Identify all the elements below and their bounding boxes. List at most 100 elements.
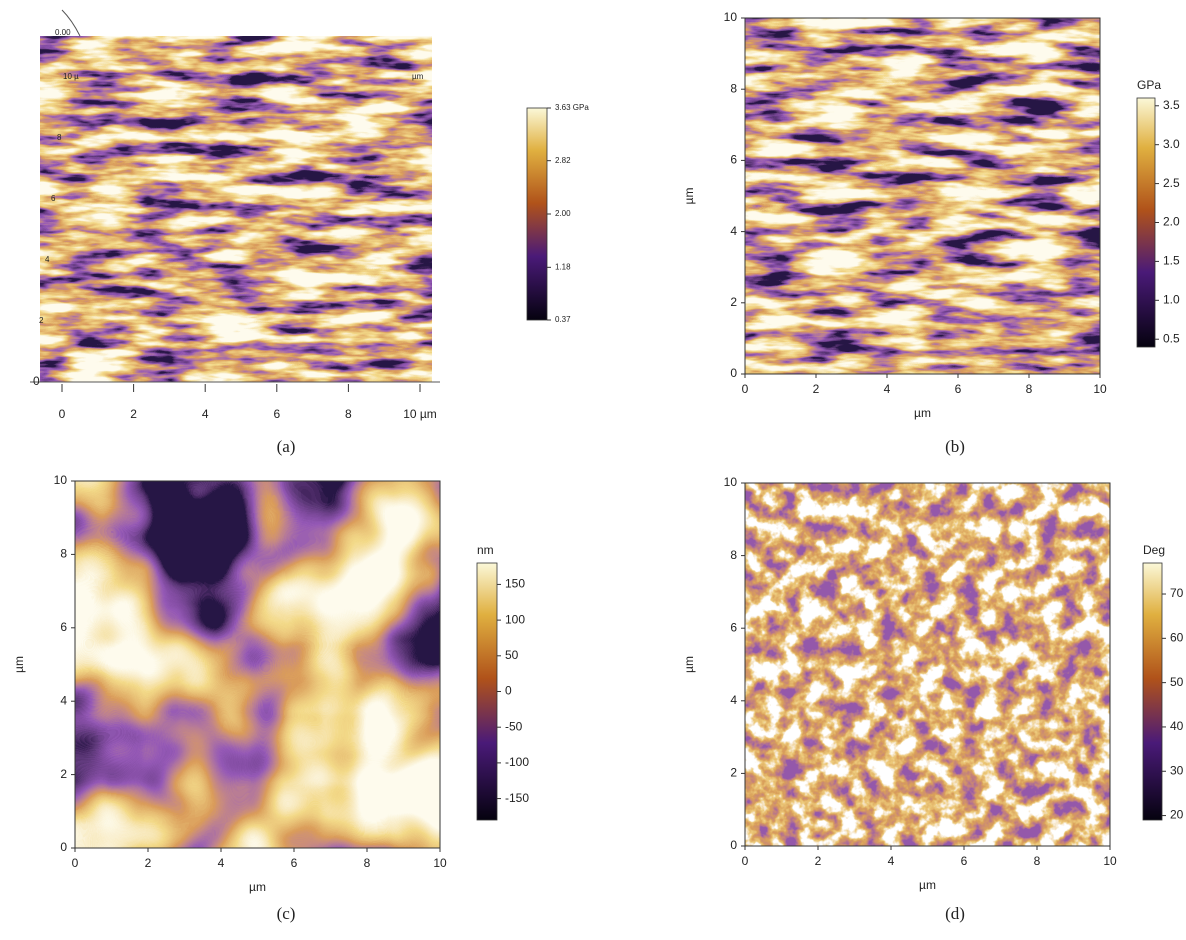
x-tick-label: 6 — [291, 856, 298, 870]
colorbar-tick-label: 2.5 — [1163, 176, 1180, 190]
top-label: 0.00 — [55, 28, 71, 37]
x-axis-label: µm — [914, 406, 931, 420]
plot-frame — [74, 480, 441, 849]
y-tick-label: 6 — [730, 153, 737, 167]
y-tick-label: 4 — [730, 693, 737, 707]
y-tick-label: 2 — [39, 316, 44, 325]
surface-3d — [40, 36, 432, 382]
colorbar-tick-label: 30 — [1170, 763, 1184, 777]
x-tick-label: 8 — [1026, 382, 1033, 396]
y-tick-label: 10 — [724, 475, 738, 489]
x-tick-label: 10 — [433, 856, 447, 870]
y-tick-label: 6 — [60, 620, 67, 634]
x-tick-label: 4 — [884, 382, 891, 396]
x-tick-label: 8 — [345, 407, 352, 421]
x-tick-label: 4 — [218, 856, 225, 870]
x-tick-label: 6 — [955, 382, 962, 396]
y-axis-label: µm — [682, 656, 696, 673]
colorbar-tick-label: 70 — [1170, 586, 1184, 600]
colorbar — [476, 562, 498, 821]
colorbar-tick-label: 50 — [505, 648, 519, 662]
afm-image — [75, 481, 440, 848]
y-tick-label: 0 — [730, 838, 737, 852]
caption: (d) — [945, 904, 965, 923]
caption: (a) — [277, 437, 296, 456]
x-tick-label: 8 — [364, 856, 371, 870]
colorbar-tick-label: 2.0 — [1163, 215, 1180, 229]
y-tick-label: 6 — [51, 194, 56, 203]
x-tick-label: 2 — [815, 854, 822, 868]
caption: (c) — [277, 904, 296, 923]
y-tick-label: 8 — [60, 547, 67, 561]
y-tick-label: 2 — [730, 766, 737, 780]
colorbar-label: Deg — [1143, 543, 1165, 557]
corner-label: µm — [412, 72, 424, 81]
x-tick-label: 8 — [1034, 854, 1041, 868]
y-tick-label: 4 — [730, 224, 737, 238]
colorbar-tick-label: -50 — [505, 719, 523, 733]
caption: (b) — [945, 437, 965, 456]
x-tick-label: 0 — [742, 382, 749, 396]
colorbar — [526, 107, 548, 321]
colorbar — [1136, 97, 1156, 348]
colorbar-tick-label: 50 — [1170, 675, 1184, 689]
x-tick-label: 2 — [813, 382, 820, 396]
colorbar-tick-label: 3.5 — [1163, 98, 1180, 112]
colorbar-tick-label: 3.0 — [1163, 137, 1180, 151]
x-tick-label: 2 — [130, 407, 137, 421]
x-tick-label: 10 — [1093, 382, 1107, 396]
y-tick-label: 8 — [730, 81, 737, 95]
y-tick-label: 10 µ — [63, 72, 79, 81]
colorbar-tick-label: 100 — [505, 612, 525, 626]
colorbar — [1142, 562, 1163, 821]
surface-edge — [30, 9, 440, 383]
y-tick-label: 4 — [45, 255, 50, 264]
x-tick-label: 2 — [145, 856, 152, 870]
y-tick-label: 8 — [730, 548, 737, 562]
colorbar-tick-label: 40 — [1170, 719, 1184, 733]
afm-image — [745, 18, 1100, 374]
y-axis-label: µm — [682, 188, 696, 205]
y-tick-label: 0 — [730, 366, 737, 380]
colorbar-label: nm — [477, 543, 494, 557]
x-tick-label: 0 — [72, 856, 79, 870]
x-tick-label: 0 — [59, 407, 66, 421]
y-tick-label: 8 — [57, 133, 62, 142]
colorbar-tick-label: 0.5 — [1163, 331, 1180, 345]
colorbar-tick-label: 3.63 GPa — [555, 103, 589, 112]
x-tick-label: 6 — [961, 854, 968, 868]
plot-frame — [744, 482, 1111, 847]
colorbar-tick-label: 1.5 — [1163, 254, 1180, 268]
colorbar-tick-label: 20 — [1170, 808, 1184, 822]
colorbar-tick-label: -100 — [505, 755, 529, 769]
colorbar-tick-label: -150 — [505, 791, 529, 805]
colorbar-tick-label: 0.37 — [555, 315, 571, 324]
y-tick-label: 0 — [33, 374, 40, 388]
x-axis-label: µm — [919, 878, 936, 892]
colorbar-tick-label: 2.00 — [555, 209, 571, 218]
colorbar-tick-label: 150 — [505, 577, 525, 591]
plot-frame — [744, 17, 1101, 375]
colorbar-tick-label: 60 — [1170, 630, 1184, 644]
x-tick-label: 4 — [202, 407, 209, 421]
x-axis-label: µm — [249, 880, 266, 894]
y-tick-label: 6 — [730, 620, 737, 634]
colorbar-tick-label: 1.0 — [1163, 292, 1180, 306]
y-tick-label: 10 — [724, 10, 738, 24]
y-tick-label: 2 — [60, 767, 67, 781]
x-tick-label: 0 — [742, 854, 749, 868]
colorbar-tick-label: 0 — [505, 684, 512, 698]
y-tick-label: 0 — [60, 840, 67, 854]
x-tick-label: 10 — [1103, 854, 1117, 868]
y-axis-label: µm — [12, 656, 26, 673]
y-tick-label: 4 — [60, 693, 67, 707]
y-tick-label: 10 — [54, 473, 68, 487]
colorbar-tick-label: 1.18 — [555, 262, 571, 271]
colorbar-label: GPa — [1137, 78, 1161, 92]
afm-image — [745, 483, 1110, 846]
x-tick-label: 6 — [273, 407, 280, 421]
x-tick-label: 4 — [888, 854, 895, 868]
y-tick-label: 2 — [730, 295, 737, 309]
colorbar-tick-label: 2.82 — [555, 156, 571, 165]
